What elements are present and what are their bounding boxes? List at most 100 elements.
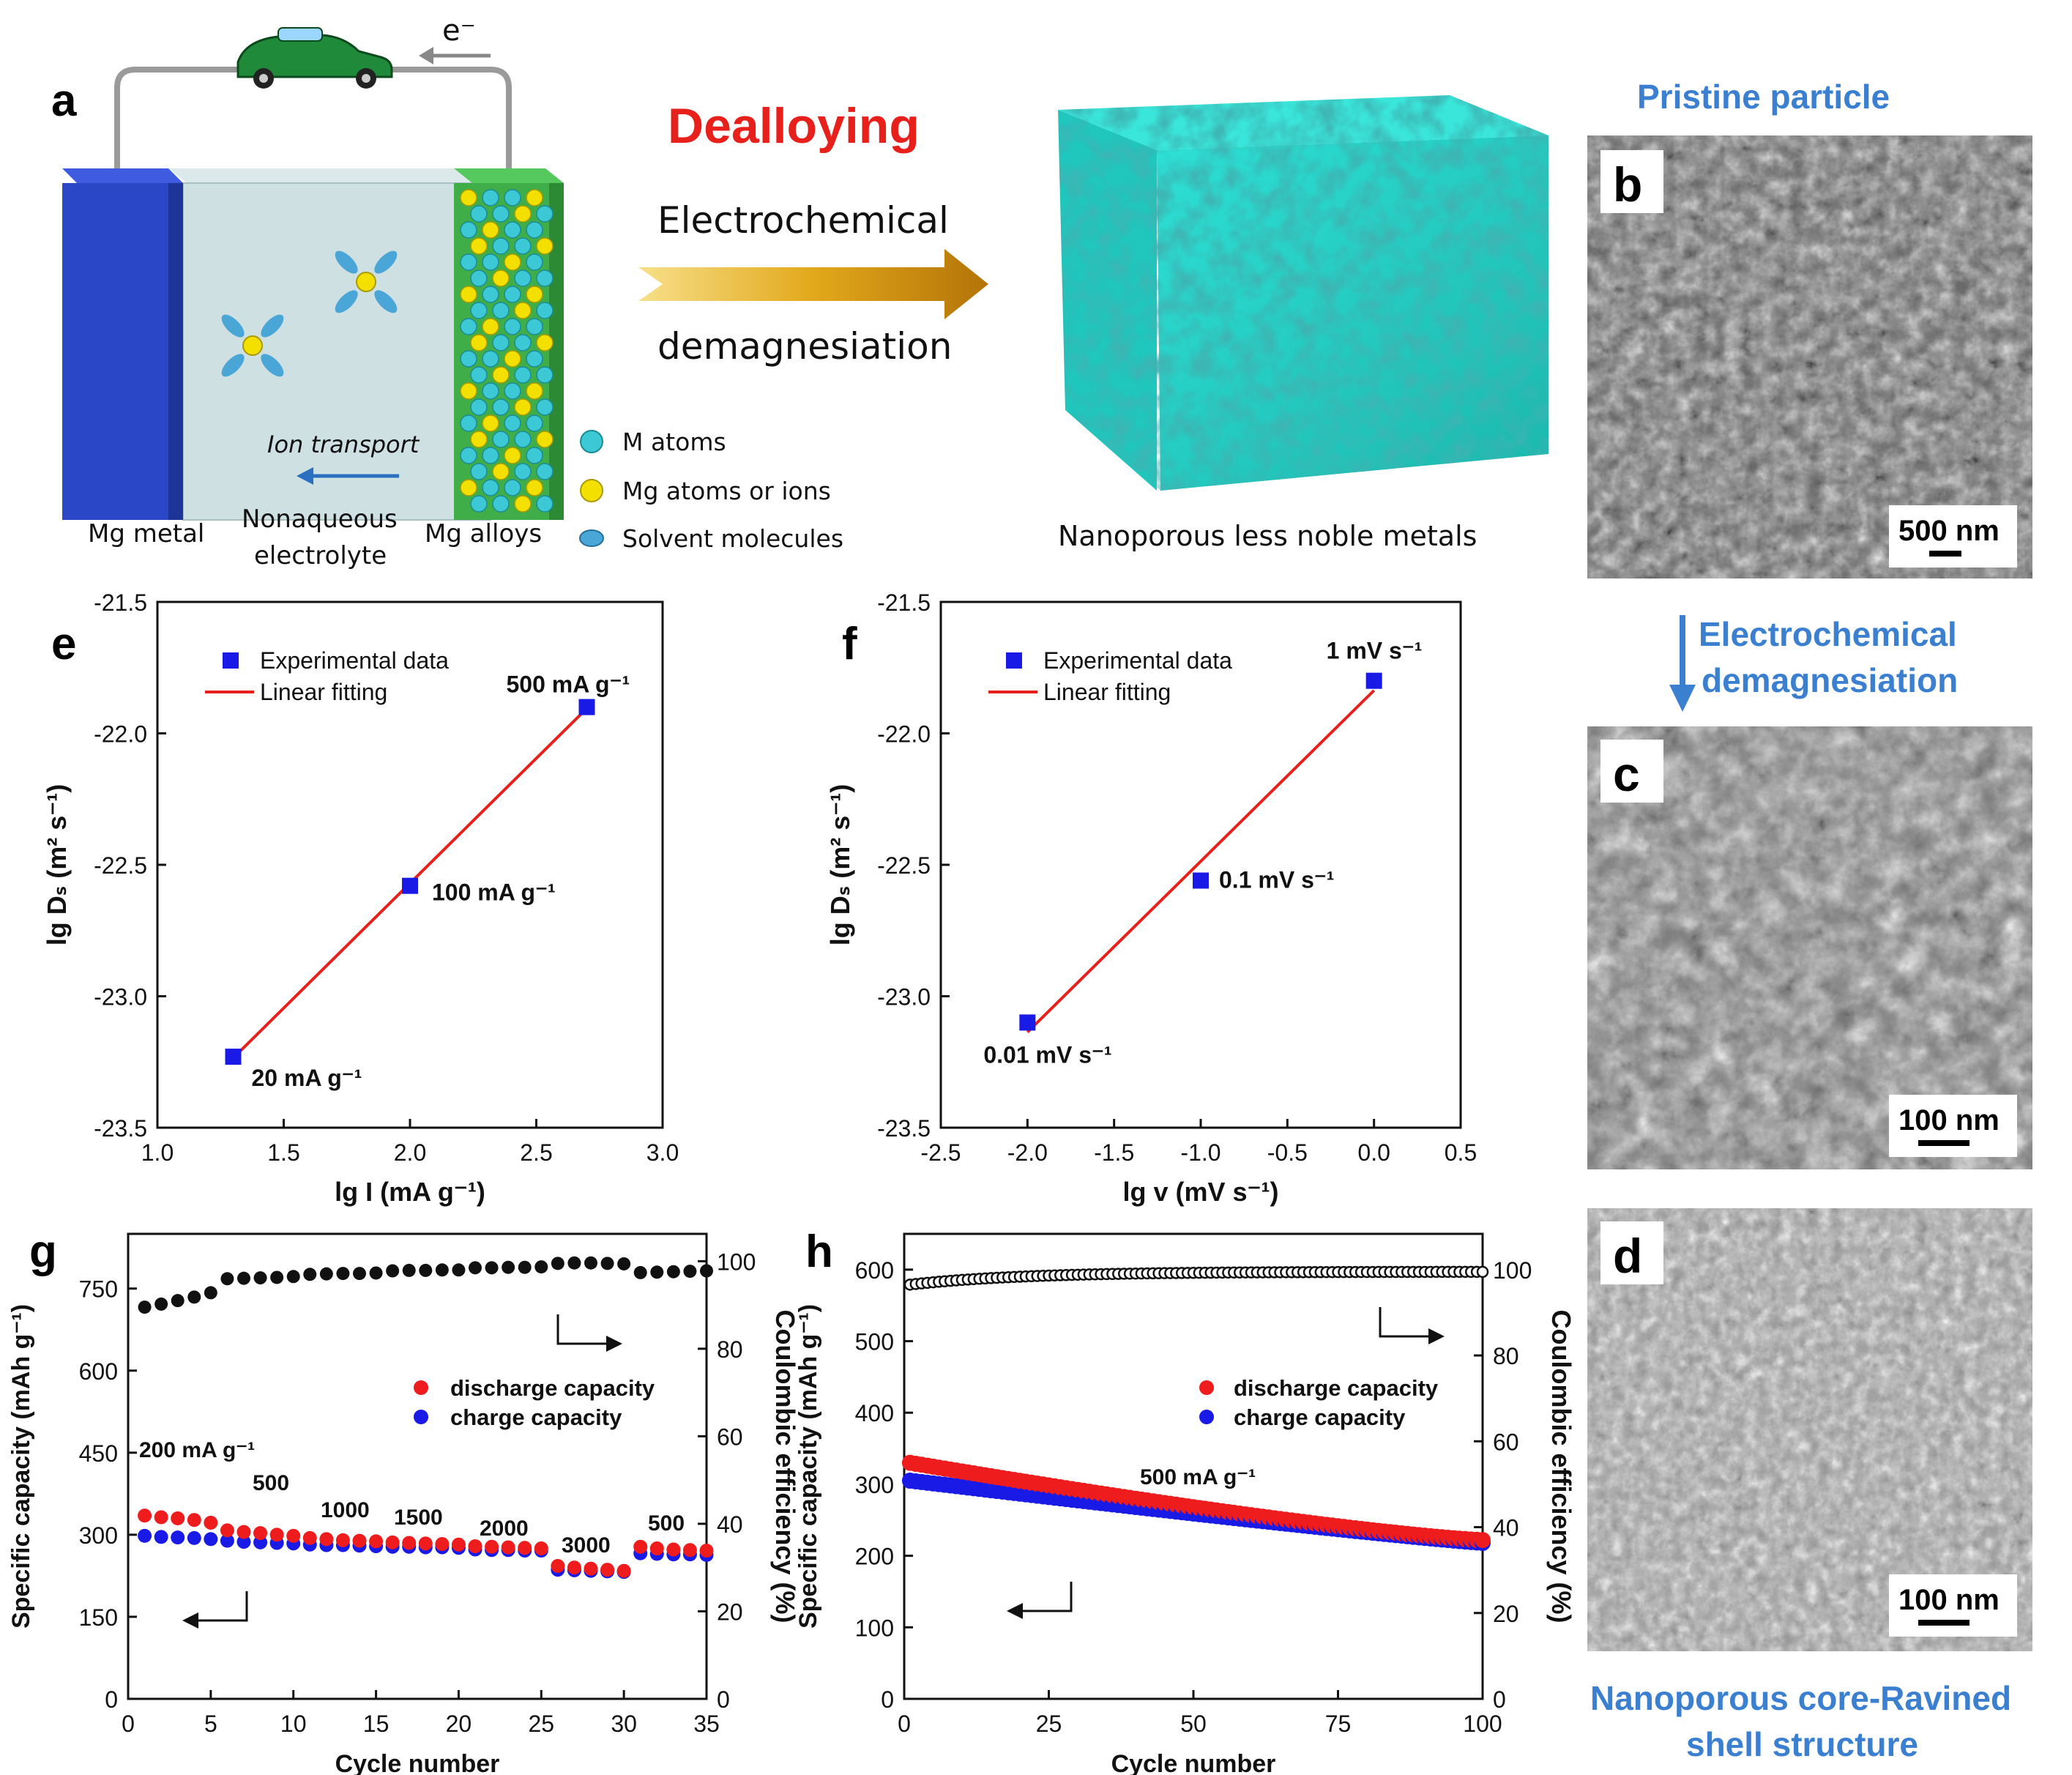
m-atom (504, 189, 521, 206)
m-atom (460, 253, 477, 271)
chart-panel-e: e 1.0 1.5 2.0 2.5 3.0 -21.5 -22.0 -22.5 -23.0 -23… (42, 589, 679, 1207)
ce-point (369, 1266, 383, 1280)
m-atom (536, 495, 554, 513)
sem-title-pristine: Pristine particle (1637, 78, 1890, 116)
scale-bar-box-c (1889, 1095, 2017, 1157)
alloy-atom-lattice (460, 189, 554, 513)
ion-transport-arrow (297, 467, 313, 485)
mg-atom (470, 237, 488, 255)
charge-point (220, 1533, 234, 1548)
m-atom (504, 221, 521, 239)
legend-label-data: Experimental data (260, 647, 449, 674)
panel-a-schematic: a e⁻ I (51, 14, 1549, 570)
discharge-point (501, 1540, 515, 1555)
schematic-legend: M atoms Mg atoms or ions Solvent molecul… (579, 428, 843, 553)
mg-atom (460, 382, 477, 400)
m-atom (482, 447, 499, 464)
m-atom (460, 350, 477, 368)
ce-point (584, 1256, 597, 1270)
discharge-point (352, 1533, 367, 1548)
y-tick-label: 300 (855, 1472, 894, 1498)
ce-point (154, 1297, 168, 1311)
x-tick-label: -0.5 (1267, 1139, 1308, 1166)
x-tick-label: 0 (122, 1711, 135, 1737)
y-tick-label: -22.5 (94, 852, 147, 879)
ce-point (253, 1271, 267, 1285)
mg-atom (492, 269, 510, 287)
ce-point (171, 1294, 185, 1308)
mg-ion (242, 335, 263, 356)
ce-point (1476, 1265, 1489, 1279)
panel-label-h: h (805, 1227, 833, 1277)
m-atom (504, 382, 521, 400)
y2-tick-label: 100 (717, 1249, 756, 1275)
sem-title-bottom-2: shell structure (1686, 1725, 1918, 1763)
process-label-1: Electrochemical (1699, 615, 1957, 653)
ce-point (534, 1260, 548, 1274)
mg-atom (504, 350, 521, 368)
legend-marker-data (223, 652, 239, 669)
ce-point (683, 1265, 697, 1279)
m-atom (504, 414, 521, 432)
y-tick-label: 500 (855, 1329, 894, 1355)
y-axis-label: lg Dₛ (m² s⁻¹) (825, 784, 855, 945)
ce-point (469, 1261, 482, 1275)
discharge-point (269, 1527, 284, 1542)
x-tick-label: -2.0 (1007, 1139, 1048, 1166)
electron-label: e⁻ (442, 14, 476, 48)
y2-axis-label: Coulombic efficiency (%) (1546, 1309, 1576, 1623)
discharge-point (418, 1536, 433, 1551)
solvent-molecule (221, 354, 245, 377)
rate-label: 500 mA g⁻¹ (1140, 1465, 1256, 1489)
solvent-molecule (335, 290, 358, 313)
sem-image-d: d 100 nm (1587, 1208, 2032, 1651)
discharge-point (649, 1541, 664, 1556)
solvent-molecule (221, 314, 245, 338)
solvent-molecule (261, 314, 284, 338)
axis-pointer-arrow (195, 1591, 248, 1622)
ce-point (633, 1265, 647, 1279)
external-wire (114, 67, 512, 168)
y2-tick-label: 40 (717, 1511, 743, 1538)
y2-tick-label: 60 (1493, 1429, 1519, 1455)
mg-atom-icon (580, 479, 603, 502)
ce-point (286, 1270, 300, 1284)
axis-pointer-arrow (1379, 1307, 1431, 1338)
solvated-mg-ion (335, 250, 398, 313)
ce-point (452, 1263, 466, 1277)
rate-label: 3000 (562, 1533, 611, 1558)
charge-point (187, 1530, 201, 1545)
car-icon (236, 27, 393, 89)
rate-label: 500 (648, 1511, 685, 1536)
discharge-point (633, 1539, 648, 1554)
panel-label-c: c (1613, 747, 1640, 801)
discharge-point (1475, 1532, 1491, 1549)
discharge-point (534, 1541, 548, 1556)
m-atom (492, 398, 510, 416)
discharge-point (402, 1536, 417, 1550)
x-tick-label: 25 (528, 1711, 554, 1737)
m-atom (492, 431, 510, 448)
legend-label-charge: charge capacity (1234, 1404, 1406, 1430)
electrolyte-label-1: Nonaqueous (242, 505, 398, 534)
mg-alloys-label: Mg alloys (425, 519, 542, 548)
y-tick-label: 750 (79, 1276, 118, 1303)
m-atom (526, 350, 543, 368)
mg-metal-label: Mg metal (88, 519, 204, 548)
m-atom (460, 318, 477, 335)
y2-tick-label: 40 (1493, 1515, 1519, 1541)
m-atom (504, 286, 521, 303)
process-label-2: demagnesiation (1702, 661, 1958, 699)
y-axis-label: Specific capacity (mAh g⁻¹) (7, 1304, 35, 1629)
m-atom (460, 414, 477, 432)
y2-tick-label: 80 (717, 1336, 743, 1363)
legend-mg-atoms: Mg atoms or ions (622, 477, 831, 505)
data-label: 100 mA g⁻¹ (432, 879, 556, 906)
discharge-point (171, 1511, 185, 1525)
m-atom (536, 205, 554, 223)
m-atom (504, 479, 521, 496)
axis-pointer-arrow (556, 1314, 609, 1345)
panel-label-a: a (51, 75, 77, 126)
